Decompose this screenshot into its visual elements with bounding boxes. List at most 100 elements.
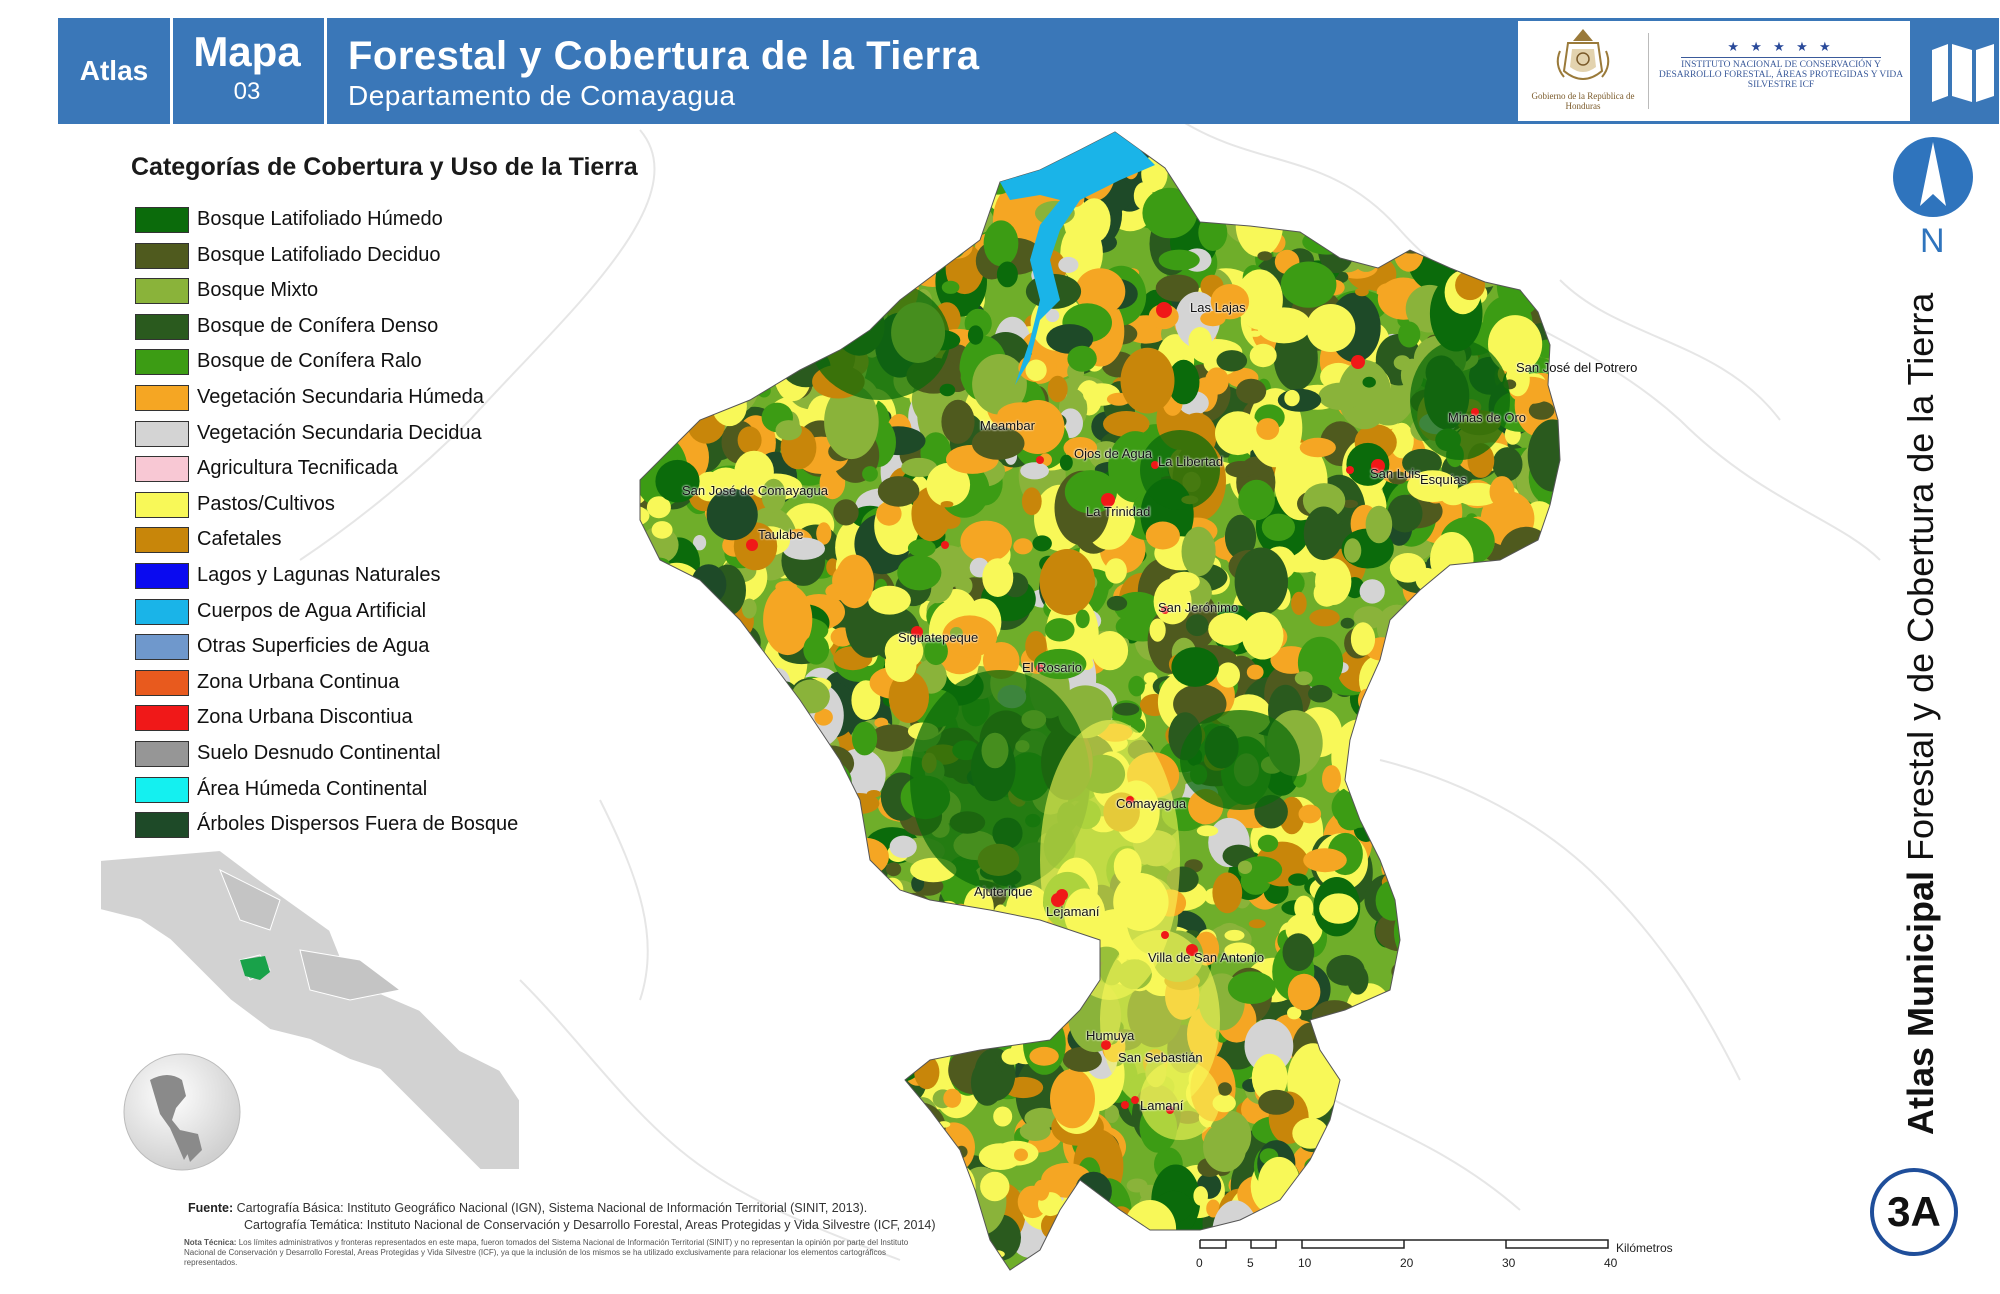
source-line2: Cartografía Temática: Instituto Nacional… (244, 1218, 936, 1232)
legend-label: Zona Urbana Continua (197, 670, 400, 693)
urban-area-marker (1371, 459, 1385, 473)
legend-item: Cuerpos de Agua Artificial (135, 598, 655, 629)
legend-label: Área Húmeda Continental (197, 777, 428, 800)
legend-swatch (135, 705, 189, 732)
icf-logo: ★ ★ ★ ★ ★ INSTITUTO NACIONAL DE CONSERVA… (1652, 21, 1910, 121)
legend-item: Área Húmeda Continental (135, 776, 655, 807)
header-divider (170, 18, 173, 124)
scale-tick-label: 40 (1604, 1256, 1618, 1270)
gov-logo-text: Gobierno de la República de Honduras (1531, 91, 1635, 111)
map-number: 03 (233, 78, 261, 105)
legend-label: Agricultura Tecnificada (197, 457, 398, 480)
page-subtitle: Departamento de Comayagua (348, 80, 736, 111)
legend-label: Bosque de Conífera Denso (197, 314, 439, 337)
legend-item: Lagos y Lagunas Naturales (135, 563, 655, 593)
place-label: Lamaní (1140, 1098, 1184, 1113)
north-label: N (1920, 222, 1945, 260)
place-label: San Jerónimo (1158, 600, 1239, 615)
place-label: Siguatepeque (898, 630, 979, 645)
atlas-label: Atlas (79, 55, 149, 86)
legend-item: Bosque Latifoliado Deciduo (135, 242, 655, 273)
scale-bar-line (1199, 1239, 1609, 1249)
place-label: Taulabe (758, 527, 804, 542)
scale-bar (1199, 1239, 1609, 1249)
legend-item: Pastos/Cultivos (135, 491, 655, 522)
place-label: Ajuterique (974, 884, 1033, 899)
reservoir-el-cajon (1000, 132, 1155, 385)
legend-item: Vegetación Secundaria Húmeda (135, 385, 655, 415)
note-text: Los límites administrativos y fronteras … (184, 1238, 909, 1267)
legend-label: Bosque Mixto (197, 279, 319, 302)
legend-swatch (135, 812, 189, 839)
location-inset-map (100, 848, 520, 1170)
icf-text: INSTITUTO NACIONAL DE CONSERVACIÓN Y DES… (1658, 60, 1904, 90)
legend-item: Agricultura Tecnificada (135, 456, 655, 486)
urban-area-marker (746, 539, 758, 551)
scale-tick-label: 30 (1502, 1256, 1516, 1270)
scale-tick-label: 20 (1400, 1256, 1414, 1270)
legend-item: Zona Urbana Discontiua (135, 705, 655, 735)
legend-item: Otras Superficies de Agua (135, 634, 655, 664)
urban-area-marker (1161, 606, 1169, 614)
mapa-label: Mapa (193, 28, 301, 75)
place-label: Las Lajas (1190, 300, 1246, 315)
place-label: Humuya (1086, 1028, 1135, 1043)
legend-item: Bosque de Conífera Ralo (135, 349, 655, 379)
technical-note: Nota Técnica: Los límites administrativo… (184, 1238, 924, 1268)
place-label: Ojos de Agua (1074, 446, 1153, 461)
place-label: Lejamaní (1046, 904, 1100, 919)
legend-swatch (135, 527, 189, 554)
legend-swatch (135, 563, 189, 589)
legend-swatch (135, 491, 189, 518)
side-title: Atlas Municipal Forestal y de Cobertura … (1900, 293, 1960, 1135)
legend-label: Zona Urbana Discontiua (197, 706, 413, 729)
side-title-bold: Atlas Municipal (1900, 870, 1941, 1135)
scale-tick-label: 10 (1298, 1256, 1312, 1270)
legend-label: Suelo Desnudo Continental (197, 742, 441, 764)
legend-item: Bosque Latifoliado Húmedo (135, 207, 655, 237)
place-label: Esquías (1420, 472, 1467, 487)
legend-item: Vegetación Secundaria Decidua (135, 420, 655, 451)
legend-label: Bosque Latifoliado Húmedo (197, 208, 443, 230)
legend-swatch (135, 207, 189, 233)
legend-swatch (135, 242, 189, 269)
source-line1: Cartografía Básica: Instituto Geográfico… (236, 1201, 868, 1215)
scale-tick-label: 5 (1247, 1256, 1254, 1270)
legend-swatch (135, 776, 189, 803)
legend-item: Suelo Desnudo Continental (135, 741, 655, 771)
place-label: El Rosario (1022, 660, 1082, 675)
legend-swatch (135, 349, 189, 376)
place-label: San José de Comayagua (682, 483, 828, 498)
legend-swatch (135, 598, 189, 625)
legend-label: Vegetación Secundaria Decidua (197, 421, 482, 444)
urban-area-marker (1166, 1106, 1174, 1114)
urban-area-marker (1101, 493, 1115, 507)
urban-area-marker (1161, 931, 1169, 939)
urban-area-marker (1151, 461, 1159, 469)
scale-unit: Kilómetros (1616, 1241, 1673, 1255)
place-label: Meambar (980, 418, 1035, 433)
legend-label: Otras Superficies de Agua (197, 635, 430, 658)
legend-label: Cuerpos de Agua Artificial (197, 599, 427, 622)
place-label: San José del Potrero (1516, 360, 1638, 375)
legend-item: Bosque de Conífera Denso (135, 313, 655, 344)
side-title-rest: Forestal y de Cobertura de la Tierra (1900, 292, 1941, 861)
legend-label: Bosque de Conífera Ralo (197, 350, 422, 373)
legend-swatch (135, 456, 189, 483)
legend-item: Cafetales (135, 527, 655, 557)
legend-label: Cafetales (197, 528, 282, 551)
comayagua-location-marker (240, 956, 270, 980)
legend-item: Árboles Dispersos Fuera de Bosque (135, 812, 655, 842)
legend-label: Lagos y Lagunas Naturales (197, 564, 441, 586)
title-block: Forestal y Cobertura de la Tierra Depart… (348, 18, 1448, 124)
place-label: Minas de Oro (1448, 410, 1527, 425)
north-arrow-icon (1893, 137, 1973, 217)
source-block: Fuente: Cartografía Básica: Instituto Ge… (188, 1200, 936, 1234)
place-label: La Trinidad (1086, 504, 1151, 519)
scale-tick-label: 0 (1196, 1256, 1203, 1270)
legend-label: Pastos/Cultivos (197, 492, 335, 515)
legend-swatch (135, 278, 189, 305)
